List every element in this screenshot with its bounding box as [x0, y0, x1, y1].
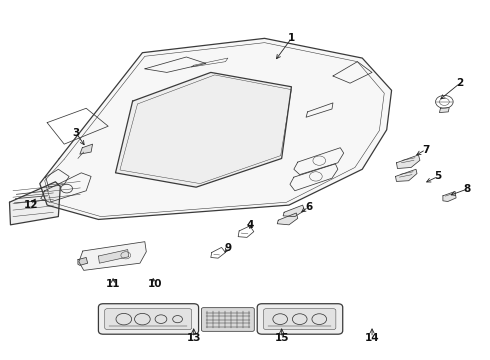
- Polygon shape: [98, 249, 129, 263]
- Polygon shape: [78, 257, 88, 265]
- Polygon shape: [9, 182, 60, 225]
- Text: 14: 14: [365, 333, 379, 343]
- FancyBboxPatch shape: [264, 309, 336, 329]
- FancyBboxPatch shape: [201, 308, 254, 331]
- Polygon shape: [396, 155, 420, 168]
- Text: 1: 1: [288, 33, 295, 43]
- Polygon shape: [40, 39, 392, 220]
- Text: 13: 13: [187, 333, 201, 343]
- Text: 8: 8: [464, 184, 471, 194]
- Text: 9: 9: [224, 243, 231, 253]
- FancyBboxPatch shape: [98, 304, 198, 334]
- Polygon shape: [443, 192, 456, 202]
- Polygon shape: [277, 213, 298, 225]
- Text: 6: 6: [305, 202, 312, 212]
- Text: 3: 3: [73, 129, 80, 138]
- Polygon shape: [80, 144, 93, 154]
- FancyBboxPatch shape: [105, 309, 192, 329]
- Text: 12: 12: [24, 200, 38, 210]
- Text: 7: 7: [422, 144, 429, 154]
- Polygon shape: [395, 169, 417, 181]
- Polygon shape: [440, 108, 449, 113]
- Polygon shape: [116, 72, 292, 187]
- Text: 15: 15: [274, 333, 289, 343]
- Polygon shape: [79, 242, 147, 270]
- Text: 4: 4: [246, 220, 253, 230]
- Text: 11: 11: [106, 279, 121, 289]
- Polygon shape: [283, 205, 305, 217]
- Text: 10: 10: [147, 279, 162, 289]
- Text: 2: 2: [456, 78, 464, 88]
- FancyBboxPatch shape: [257, 304, 343, 334]
- Text: 5: 5: [434, 171, 441, 181]
